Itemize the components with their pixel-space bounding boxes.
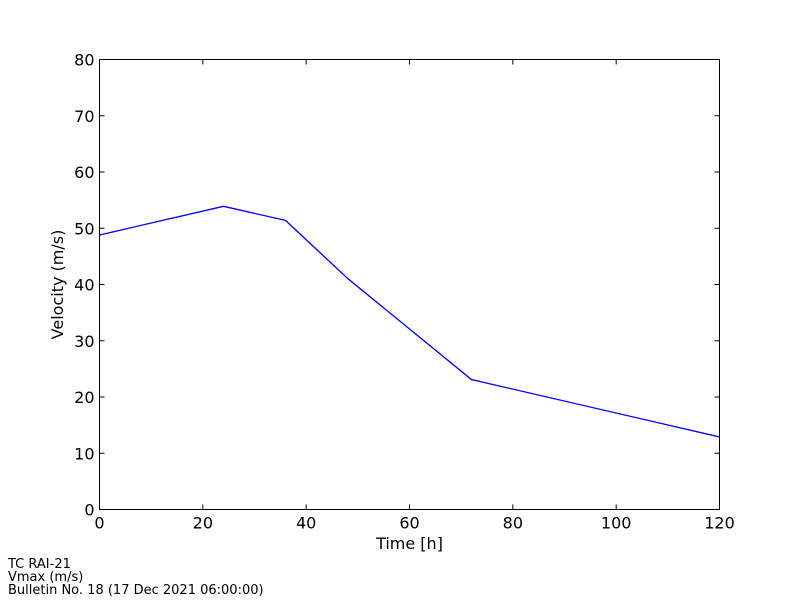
- x-tick-label: 80: [503, 514, 523, 533]
- y-tick-label: 40: [74, 276, 94, 295]
- x-tick-label: 60: [399, 514, 419, 533]
- bulletin-footer: TC RAI-21 Vmax (m/s) Bulletin No. 18 (17…: [8, 558, 264, 597]
- y-axis-label: Velocity (m/s): [48, 230, 67, 340]
- y-tick-label: 80: [74, 51, 94, 70]
- velocity-series-line: [99, 205, 720, 438]
- bulletin-info: Bulletin No. 18 (17 Dec 2021 06:00:00): [8, 583, 264, 598]
- plot-area: [99, 59, 720, 510]
- y-tick-label: 50: [74, 219, 94, 238]
- x-tick-label: 20: [193, 514, 213, 533]
- x-tick-label: 120: [704, 514, 735, 533]
- variable-name: Vmax (m/s): [8, 570, 84, 585]
- y-tick-label: 10: [74, 444, 94, 463]
- y-tick-label: 0: [84, 501, 94, 520]
- x-axis-label: Time [h]: [375, 534, 443, 553]
- storm-name: TC RAI-21: [8, 557, 71, 572]
- x-tick-label: 40: [296, 514, 316, 533]
- x-tick-label: 100: [601, 514, 632, 533]
- y-tick-label: 70: [74, 107, 94, 126]
- y-tick-label: 20: [74, 388, 94, 407]
- x-tick-label: 0: [94, 514, 104, 533]
- y-tick-label: 60: [74, 163, 94, 182]
- y-tick-label: 30: [74, 332, 94, 351]
